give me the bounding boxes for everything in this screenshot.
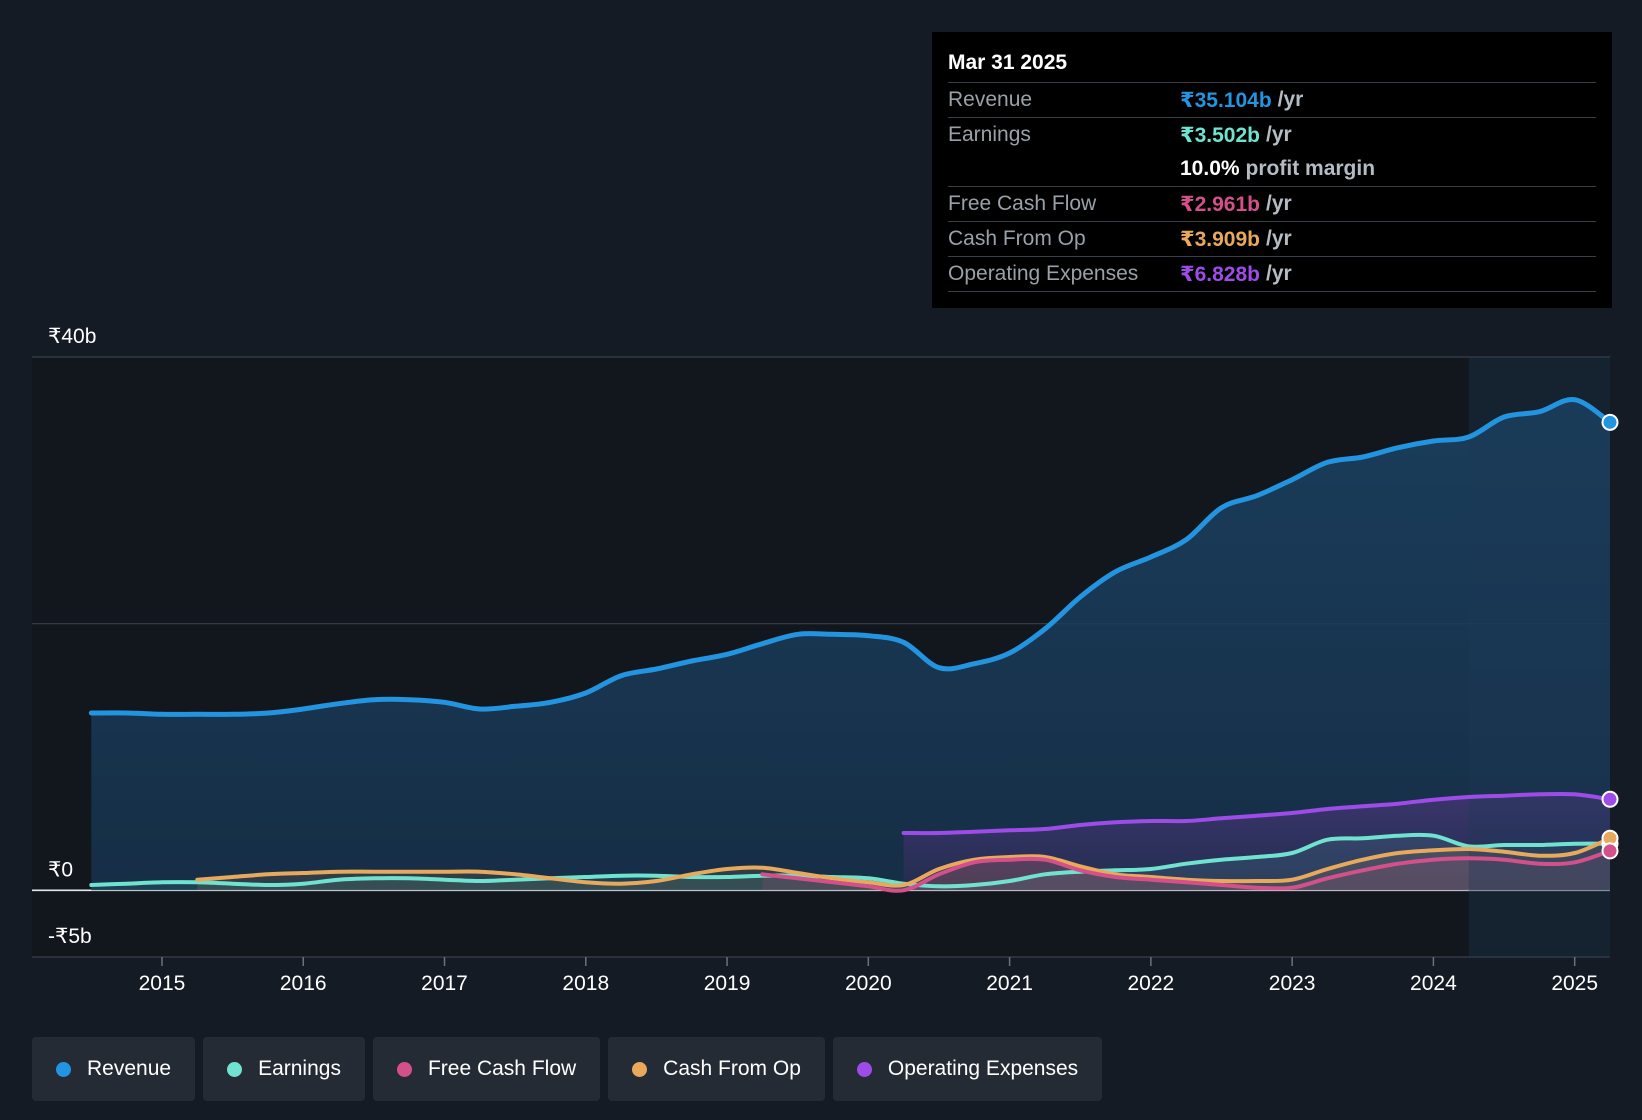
end-marker-revenue (1601, 413, 1619, 431)
x-tick-label: 2018 (562, 972, 609, 995)
tooltip-value: ₹35.104b (1180, 88, 1272, 112)
y-axis-labels: ₹40b ₹0 -₹5b (48, 325, 96, 948)
tooltip-label: Operating Expenses (948, 262, 1139, 285)
line-free-cash-flow (760, 848, 1612, 893)
legend-item-cash-from-op[interactable]: Cash From Op (608, 1037, 825, 1101)
legend-item-revenue[interactable]: Revenue (32, 1037, 196, 1101)
tooltip-value: ₹6.828b (1180, 262, 1260, 286)
tooltip-row-margin: 10.0% profit margin (948, 152, 1596, 186)
tooltip-unit: profit margin (1245, 157, 1376, 180)
area-free-cash-flow (762, 850, 1610, 891)
tooltip-value: ₹2.961b (1180, 192, 1260, 216)
line-earnings (89, 832, 1612, 889)
legend-label: Free Cash Flow (427, 1057, 577, 1080)
legend-item-earnings[interactable]: Earnings (203, 1037, 365, 1101)
tooltip-value: ₹3.909b (1180, 227, 1260, 251)
x-tick-label: 2016 (280, 972, 327, 995)
area-cash-from-op (197, 838, 1610, 891)
tooltip-unit: /yr (1266, 262, 1292, 285)
x-tick-label: 2024 (1410, 972, 1457, 995)
end-markers (1601, 413, 1619, 860)
legend-label: Revenue (87, 1057, 172, 1080)
x-tick-label: 2021 (986, 972, 1033, 995)
tooltip: Mar 31 2025 Revenue ₹35.104b /yr Earning… (932, 32, 1612, 308)
series-lines (88, 397, 1613, 893)
y-tick-label: ₹40b (48, 325, 96, 348)
legend-label: Earnings (258, 1057, 341, 1080)
tooltip-value: ₹3.502b (1180, 123, 1260, 147)
x-tick-label: 2019 (704, 972, 751, 995)
area-earnings (91, 834, 1610, 891)
end-marker-operating-expenses (1601, 790, 1619, 808)
tooltip-unit: /yr (1266, 227, 1292, 250)
tooltip-date: Mar 31 2025 (948, 51, 1068, 74)
area-fills (91, 399, 1610, 891)
legend-dot-icon (396, 1061, 412, 1077)
legend-dot-icon (227, 1061, 243, 1077)
legend-dot-icon (56, 1061, 71, 1077)
tooltip-label: Earnings (948, 123, 1031, 146)
end-marker-free-cash-flow (1601, 842, 1619, 860)
x-tick-label: 2015 (139, 972, 186, 995)
x-tick-label: 2023 (1269, 972, 1316, 995)
legend: Revenue Earnings Free Cash Flow Cash Fro… (32, 1037, 1103, 1101)
tooltip-row-fcf: Free Cash Flow ₹2.961b /yr (948, 186, 1596, 221)
y-tick-label: -₹5b (48, 925, 92, 948)
legend-label: Operating Expenses (887, 1057, 1079, 1080)
tooltip-label: Free Cash Flow (948, 192, 1097, 215)
tooltip-row-cfo: Cash From Op ₹3.909b /yr (948, 221, 1596, 256)
x-tick-label: 2020 (845, 972, 892, 995)
legend-label: Cash From Op (663, 1057, 801, 1080)
tooltip-unit: /yr (1266, 123, 1292, 146)
area-revenue (91, 399, 1610, 891)
tooltip-label: Cash From Op (948, 227, 1086, 250)
y-tick-label: ₹0 (48, 858, 73, 881)
tooltip-label: Revenue (948, 88, 1033, 111)
tooltip-unit: /yr (1266, 192, 1292, 215)
tooltip-row-opex: Operating Expenses ₹6.828b /yr (948, 256, 1596, 292)
line-cash-from-op (195, 836, 1612, 888)
legend-item-free-cash-flow[interactable]: Free Cash Flow (372, 1037, 601, 1101)
legend-dot-icon (856, 1061, 872, 1077)
x-tick-label: 2022 (1128, 972, 1175, 995)
tooltip-value: 10.0% (1180, 157, 1240, 180)
tooltip-row-revenue: Revenue ₹35.104b /yr (948, 82, 1596, 117)
tooltip-unit: /yr (1277, 88, 1304, 111)
line-operating-expenses (901, 791, 1612, 836)
x-tick-label: 2025 (1551, 972, 1598, 995)
gridlines (32, 356, 1610, 958)
x-axis-labels: 2015 2016 2017 2018 2019 2020 2021 2022 2023 2024… (139, 957, 1598, 995)
legend-dot-icon (632, 1061, 648, 1077)
x-tick-label: 2017 (421, 972, 468, 995)
line-revenue (88, 397, 1613, 717)
legend-item-operating-expenses[interactable]: Operating Expenses (832, 1037, 1103, 1101)
highlight-band (1468, 357, 1610, 957)
tooltip-row-earnings: Earnings ₹3.502b /yr (948, 117, 1596, 152)
